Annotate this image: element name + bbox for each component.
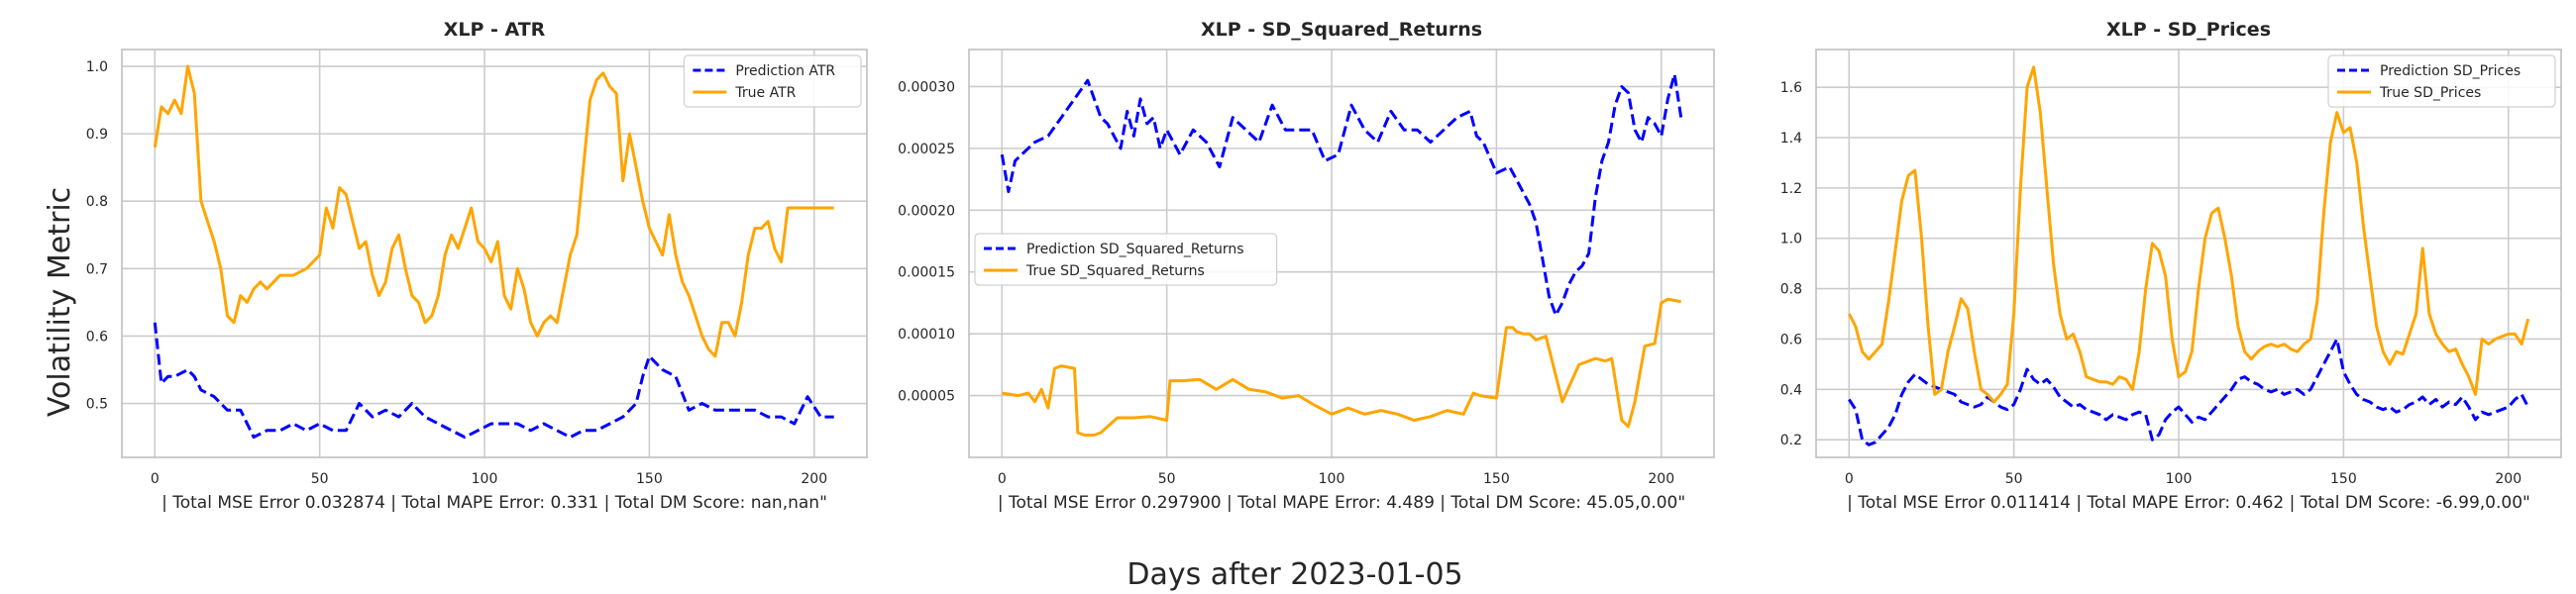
- y-tick-label: 1.6: [1780, 80, 1802, 96]
- x-tick-label: 50: [1158, 471, 1176, 487]
- y-tick-label: 0.00020: [898, 203, 955, 219]
- x-tick-label: 50: [2005, 471, 2023, 487]
- y-tick-label: 1.4: [1780, 131, 1802, 147]
- y-tick-label: 0.6: [86, 329, 108, 345]
- y-tick-label: 0.9: [86, 127, 108, 143]
- x-axis-label: | Total MSE Error 0.011414 | Total MAPE …: [1847, 493, 2530, 513]
- legend-label: True ATR: [734, 85, 796, 101]
- y-tick-label: 0.7: [86, 261, 108, 277]
- legend-box: [974, 233, 1278, 286]
- chart-title: XLP - SD_Prices: [2106, 19, 2271, 41]
- y-tick-label: 0.6: [1780, 332, 1802, 347]
- y-tick-label: 1.2: [1780, 181, 1802, 197]
- y-tick-label: 0.00030: [898, 79, 955, 95]
- y-tick-label: 0.00010: [898, 327, 955, 343]
- y-tick-label: 0.00005: [898, 389, 955, 405]
- series-line-true: [153, 64, 834, 358]
- y-tick-label: 0.00015: [898, 265, 955, 281]
- y-tick-label: 0.00025: [898, 142, 955, 157]
- chart-title: XLP - ATR: [444, 19, 546, 41]
- x-axis-label: | Total MSE Error 0.032874 | Total MAPE …: [161, 493, 827, 513]
- series-line-prediction: [153, 322, 834, 440]
- y-tick-label: 1.0: [1780, 232, 1802, 248]
- x-tick-label: 100: [1319, 471, 1345, 487]
- series-line-true: [1002, 297, 1681, 437]
- x-axis-label: | Total MSE Error 0.297900 | Total MAPE …: [998, 493, 1685, 513]
- y-tick-label: 0.4: [1780, 382, 1802, 398]
- chart-title: XLP - SD_Squared_Returns: [1201, 19, 1482, 41]
- plot-area: [1816, 50, 2561, 457]
- figure-supxlabel: Days after 2023-01-05: [1127, 557, 1462, 592]
- x-tick-label: 150: [2330, 471, 2357, 487]
- x-tick-label: 0: [151, 471, 160, 487]
- x-tick-label: 0: [998, 471, 1007, 487]
- x-tick-label: 200: [2495, 471, 2522, 487]
- legend-label: True SD_Prices: [2379, 85, 2481, 101]
- legend: Prediction SD_Squared_Returns True SD_Squ…: [974, 233, 1278, 286]
- y-tick-label: 1.0: [86, 59, 108, 75]
- y-tick-label: 0.5: [86, 397, 108, 413]
- y-tick-label: 0.2: [1780, 433, 1802, 448]
- y-tick-label: 0.8: [86, 194, 108, 210]
- x-tick-label: 100: [2166, 471, 2193, 487]
- plot-frame: [968, 49, 1715, 458]
- y-tick-label: 0.8: [1780, 282, 1802, 298]
- chart-3: 0 50 100 150 200 0.2 0.4 0.6 0.8 1.0 1.2 1.4 1.6 XLP …: [1780, 19, 2562, 513]
- series-line-prediction: [1000, 72, 1683, 317]
- legend-label: Prediction SD_Squared_Returns: [1026, 242, 1244, 257]
- legend-label: Prediction ATR: [735, 63, 835, 79]
- plot-frame: [121, 49, 868, 458]
- x-tick-label: 0: [1845, 471, 1854, 487]
- chart-2: 0 50 100 150 200 0.00005 0.00010 0.00015 0.00020…: [898, 19, 1715, 513]
- plot-frame: [1815, 49, 2562, 458]
- x-tick-label: 100: [472, 471, 498, 487]
- legend-box: [683, 54, 862, 108]
- chart-1: 0 50 100 150 200 0.5 0.6 0.7 0.8 0.9 1.0 XLP - ATR |…: [86, 19, 868, 513]
- x-tick-label: 200: [801, 471, 827, 487]
- x-tick-label: 50: [311, 471, 329, 487]
- figure-supylabel: Volatility Metric: [43, 187, 77, 417]
- x-tick-label: 150: [636, 471, 663, 487]
- legend: Prediction ATR True ATR: [683, 54, 862, 108]
- legend-label: Prediction SD_Prices: [2380, 63, 2521, 79]
- legend-box: [2327, 54, 2556, 108]
- legend: Prediction SD_Prices True SD_Prices: [2327, 54, 2556, 108]
- legend-label: True SD_Squared_Returns: [1025, 263, 1205, 279]
- x-tick-label: 150: [1483, 471, 1510, 487]
- x-tick-label: 200: [1648, 471, 1674, 487]
- series-line-true: [1847, 65, 2530, 404]
- series-line-prediction: [1848, 338, 2530, 446]
